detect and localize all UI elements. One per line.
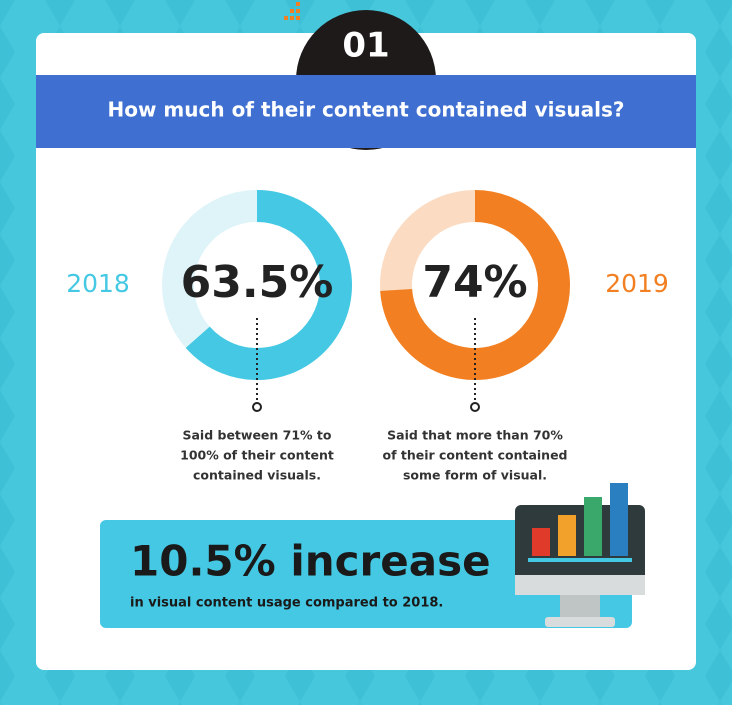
caption-line: contained visuals. <box>193 468 321 483</box>
donut-arc <box>185 190 352 380</box>
badge-number: 01 <box>342 26 389 66</box>
callout-box <box>100 520 632 628</box>
connector-dot <box>470 402 480 412</box>
callout-headline: 10.5% increase <box>130 537 491 586</box>
caption-line: 100% of their content <box>180 448 334 463</box>
callout-text: in visual content usage compared to 2018… <box>130 596 443 611</box>
caption-line: Said between 71% to <box>182 428 331 443</box>
donut-arc <box>380 190 570 380</box>
connector-dot <box>252 402 262 412</box>
monitor-icon <box>515 483 645 627</box>
year-label: 2018 <box>66 269 130 298</box>
caption-line: of their content contained <box>382 448 567 463</box>
caption-line: Said that more than 70% <box>387 428 563 443</box>
title-band <box>36 75 696 148</box>
title: How much of their content contained visu… <box>108 98 625 122</box>
caption-line: some form of visual. <box>403 468 547 483</box>
percent-label: 63.5% <box>181 257 334 308</box>
year-label: 2019 <box>605 269 669 298</box>
percent-label: 74% <box>422 257 527 308</box>
dots <box>284 2 300 20</box>
